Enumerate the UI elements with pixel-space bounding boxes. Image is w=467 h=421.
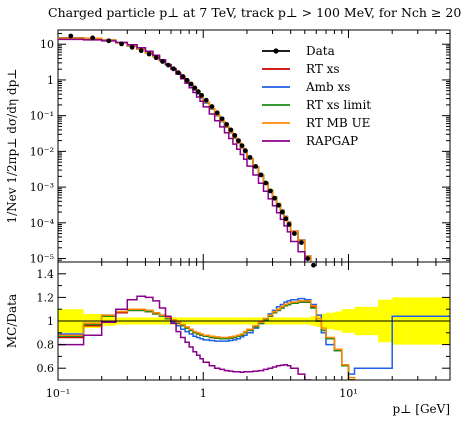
main-y-tick-label: 10⁻⁴ — [30, 217, 55, 230]
data-point — [263, 180, 269, 186]
data-point — [214, 110, 220, 116]
series-line-amb-xs — [58, 37, 312, 262]
main-y-tick-label: 10⁻¹ — [30, 110, 54, 123]
data-point — [283, 216, 289, 222]
ratio-y-tick-label: 1.2 — [37, 291, 55, 304]
data-point — [276, 202, 281, 208]
legend-label: RAPGAP — [306, 134, 358, 148]
x-tick-label: 1 — [200, 387, 207, 400]
data-point — [160, 59, 165, 64]
data-point — [203, 97, 209, 103]
data-point — [176, 70, 181, 76]
data-point — [138, 48, 144, 54]
main-series — [58, 37, 312, 262]
legend-label: RT MB UE — [306, 116, 370, 130]
data-point — [219, 116, 225, 122]
data-point — [106, 38, 112, 44]
data-point — [129, 44, 135, 50]
data-point — [299, 240, 304, 245]
ratio-y-tick-label: 0.6 — [37, 362, 55, 375]
data-point — [267, 188, 273, 194]
legend-label: RT xs — [306, 62, 340, 76]
data-point — [184, 77, 190, 83]
ratio-y-tick-label: 1.4 — [37, 268, 55, 281]
data-point — [209, 104, 215, 109]
ratio-y-tick-label: 0.8 — [37, 339, 55, 352]
data-point — [146, 51, 152, 57]
ratio-y-tick-label: 1 — [47, 315, 54, 328]
legend-label: RT xs limit — [306, 98, 371, 112]
legend: Data RT xs Amb xs RT xs limit RT MB UE RAPGAP — [262, 44, 371, 148]
data-point — [242, 148, 248, 154]
data-point — [119, 41, 124, 47]
data-point — [247, 154, 253, 160]
data-point — [90, 35, 96, 41]
data-point — [311, 262, 316, 268]
data-point — [195, 89, 201, 95]
data-point — [239, 143, 245, 149]
legend-label: Data — [306, 44, 335, 58]
chart-title: Charged particle p⊥ at 7 TeV, track p⊥ >… — [48, 5, 461, 20]
main-y-tick-label: 10⁻³ — [30, 181, 54, 194]
main-y-tick-label: 10⁻² — [30, 145, 54, 158]
x-axis-title: p⊥ [GeV] — [393, 402, 451, 416]
data-point — [224, 121, 230, 127]
main-y-axis-title: 1/Nev 1/2πp⊥ dσ/dη dp⊥ — [5, 68, 19, 223]
main-y-tick-label: 1 — [47, 74, 54, 87]
main-panel: 10 1 10⁻¹ 10⁻² 10⁻³ 10⁻⁴ 10⁻⁵ 1/Nev 1/2πp⊥ dσ/… — [5, 29, 451, 268]
data-point — [258, 172, 264, 178]
data-point — [272, 195, 277, 201]
data-point — [153, 55, 159, 61]
x-tick-label: 10⁻¹ — [46, 387, 70, 400]
x-tick-label: 10¹ — [339, 387, 357, 400]
series-line-rapgap — [58, 38, 306, 262]
legend-label: Amb xs — [305, 80, 350, 94]
data-point — [236, 138, 241, 144]
main-frame — [57, 29, 451, 263]
ratio-ticks: 10⁻¹ 1 10¹ 0.6 0.8 1 1.2 1.4 — [37, 261, 451, 400]
data-point — [180, 74, 186, 79]
main-ticks: 10 1 10⁻¹ 10⁻² 10⁻³ 10⁻⁴ 10⁻⁵ — [30, 30, 451, 266]
data-point — [232, 133, 238, 138]
main-y-tick-label: 10 — [40, 38, 54, 51]
legend-marker — [273, 48, 279, 54]
main-data — [68, 33, 316, 268]
data-point — [305, 256, 311, 261]
data-point — [279, 209, 285, 215]
data-point — [68, 33, 74, 39]
data-point — [291, 231, 297, 236]
ratio-y-axis-title: MC/Data — [5, 294, 19, 348]
data-point — [165, 62, 171, 68]
data-point — [192, 85, 198, 91]
series-line-rt-xs — [58, 37, 312, 262]
data-point — [286, 222, 292, 227]
series-line-rt-mb-ue — [58, 37, 312, 262]
ratio-series — [58, 295, 450, 380]
series-line-rt-xs-limit — [58, 37, 312, 262]
ratio-panel: 10⁻¹ 1 10¹ 0.6 0.8 1 1.2 1.4 MC/Data p⊥ [GeV] — [5, 261, 451, 416]
data-point — [171, 66, 176, 72]
data-point — [253, 163, 259, 169]
ratio-line-rt-mb-ue — [58, 300, 356, 380]
ratio-line-rapgap — [58, 295, 312, 380]
main-y-tick-label: 10⁻⁵ — [30, 253, 54, 266]
data-point — [228, 127, 234, 133]
data-point — [199, 92, 205, 98]
data-point — [188, 81, 194, 87]
